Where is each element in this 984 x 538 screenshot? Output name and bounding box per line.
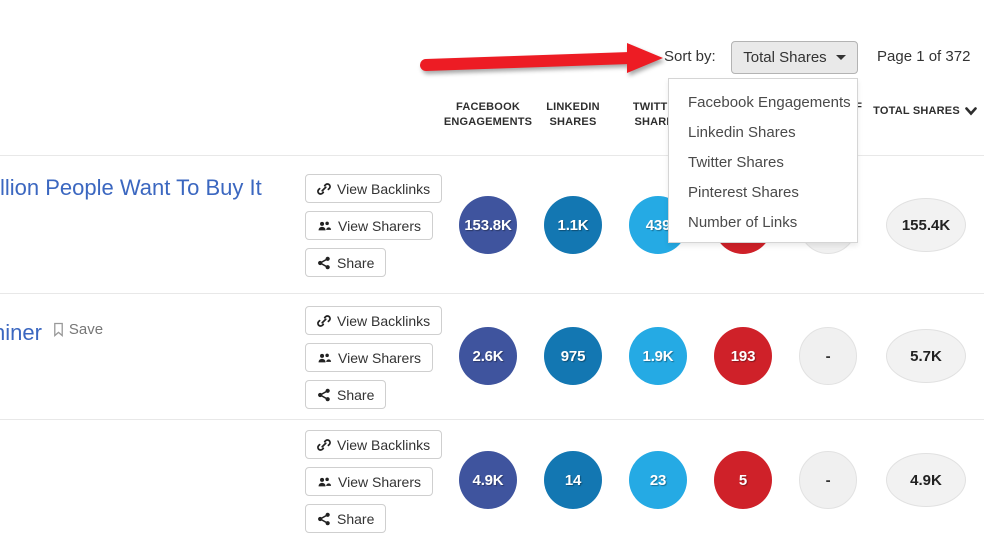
total-shares-badge: 155.4K [886,198,966,252]
view-backlinks-label: View Backlinks [337,312,431,329]
linkedin-shares-badge: 1.1K [544,196,602,254]
article-title-link[interactable]: niner Save [0,320,103,346]
pinterest-shares-badge: 5 [714,451,772,509]
view-sharers-label: View Sharers [338,349,422,366]
share-label: Share [337,510,375,527]
view-backlinks-button[interactable]: View Backlinks [305,174,443,203]
view-backlinks-label: View Backlinks [337,180,431,197]
facebook-engagements-badge: 153.8K [459,196,517,254]
caret-down-icon [835,55,846,60]
share-icon [318,512,330,525]
row-divider [0,155,984,156]
column-header-facebook: Facebook Engagements [443,101,533,128]
row-divider [0,419,984,420]
total-shares-badge: 4.9K [886,453,966,507]
column-header-total-shares[interactable]: Total Shares [870,104,980,119]
view-sharers-button[interactable]: View Sharers [305,467,434,496]
sort-option-linkedin-shares[interactable]: Linkedin Shares [688,124,796,141]
sort-dropdown-menu: Facebook Engagements Linkedin Shares Twi… [668,78,858,243]
view-sharers-label: View Sharers [338,473,422,490]
bookmark-icon [54,322,63,337]
share-label: Share [337,254,375,271]
facebook-engagements-badge: 4.9K [459,451,517,509]
sort-option-twitter-shares[interactable]: Twitter Shares [688,154,784,171]
sort-by-label: Sort by: [664,48,716,65]
sort-dropdown-value: Total Shares [743,49,827,66]
sort-option-number-of-links[interactable]: Number of Links [688,214,798,231]
users-icon [318,477,332,486]
sort-dropdown-button[interactable]: Total Shares [731,41,858,74]
number-of-links-badge: - [799,451,857,509]
view-sharers-button[interactable]: View Sharers [305,343,434,372]
share-button[interactable]: Share [305,504,387,533]
article-title-text: niner [0,320,42,345]
pagination-status: Page 1 of 372 [877,48,971,65]
share-icon [318,388,330,401]
view-sharers-button[interactable]: View Sharers [305,211,434,240]
twitter-shares-badge: 1.9K [629,327,687,385]
view-sharers-label: View Sharers [338,217,422,234]
linkedin-shares-badge: 14 [544,451,602,509]
view-backlinks-button[interactable]: View Backlinks [305,306,443,335]
total-shares-badge: 5.7K [886,329,966,383]
column-header-total-shares-label: Total Shares [873,105,960,117]
linkedin-shares-badge: 975 [544,327,602,385]
link-icon [317,314,331,327]
sort-option-facebook-engagements[interactable]: Facebook Engagements [688,94,851,111]
link-icon [317,182,331,195]
row-divider [0,293,984,294]
column-header-linkedin: Linkedin Shares [546,101,600,128]
sort-option-pinterest-shares[interactable]: Pinterest Shares [688,184,799,201]
save-link[interactable]: Save [52,321,103,338]
number-of-links-badge: - [799,327,857,385]
users-icon [318,221,332,230]
view-backlinks-label: View Backlinks [337,436,431,453]
twitter-shares-badge: 23 [629,451,687,509]
red-annotation-arrow [420,43,663,73]
share-icon [318,256,330,269]
save-label: Save [68,321,104,338]
users-icon [318,353,332,362]
link-icon [317,438,331,451]
share-button[interactable]: Share [305,380,387,409]
share-button[interactable]: Share [305,248,387,277]
chevron-down-icon [965,107,977,116]
pinterest-shares-badge: 193 [714,327,772,385]
article-title-link[interactable]: llion People Want To Buy It [0,175,262,200]
view-backlinks-button[interactable]: View Backlinks [305,430,443,459]
facebook-engagements-badge: 2.6K [459,327,517,385]
share-label: Share [337,386,375,403]
